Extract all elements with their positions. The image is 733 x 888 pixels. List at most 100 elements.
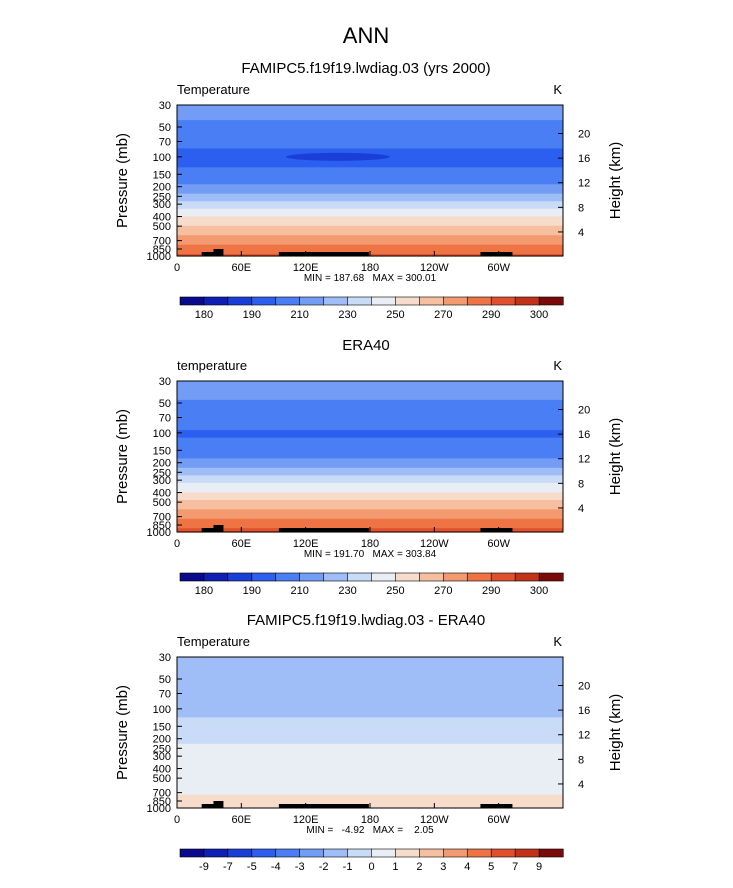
heatmap-band — [177, 481, 563, 484]
heatmap-band — [177, 125, 563, 129]
colorbar-swatch — [203, 296, 229, 306]
pressure-tick-label: 300 — [153, 475, 171, 487]
pressure-tick-label: 500 — [153, 497, 171, 509]
colorbar-swatch — [538, 848, 564, 858]
heatmap-band — [177, 409, 563, 412]
colorbar-swatch — [371, 296, 397, 306]
heatmap-band — [177, 140, 563, 144]
colorbar-swatch — [179, 848, 205, 858]
heatmap-band — [177, 658, 563, 662]
colorbar-swatch — [179, 296, 205, 306]
heatmap-band — [177, 670, 563, 673]
heatmap-band — [177, 509, 563, 512]
pressure-tick-label: 70 — [159, 136, 171, 148]
colorbar-swatch — [514, 572, 540, 582]
pressure-tick-label: 700 — [153, 788, 171, 800]
colorbar-swatch — [371, 572, 397, 582]
pressure-axis-title: Pressure (mb) — [114, 409, 131, 504]
heatmap-band — [177, 239, 563, 242]
heatmap-band — [177, 222, 563, 225]
heatmap-band — [177, 424, 563, 427]
units-label: K — [553, 82, 562, 97]
heatmap-band — [177, 390, 563, 393]
colorbar-swatch — [514, 296, 540, 306]
heatmap-band — [177, 694, 563, 698]
heatmap-band — [177, 443, 563, 446]
heatmap-band — [177, 700, 563, 703]
heatmap-band — [177, 106, 563, 110]
colorbar-label: 4 — [464, 861, 470, 873]
colorbar-swatch — [251, 296, 277, 306]
longitude-tick-label: 60E — [232, 814, 252, 826]
heatmap-band — [177, 726, 563, 730]
pressure-tick-label: 50 — [159, 674, 171, 686]
colorbar-swatch — [347, 296, 373, 306]
colorbar-label: 250 — [386, 585, 404, 597]
colorbar-label: -2 — [319, 861, 329, 873]
terrain-highland — [213, 249, 224, 256]
heatmap-band — [177, 121, 563, 125]
heatmap-band — [177, 723, 563, 726]
heatmap-band — [177, 386, 563, 390]
heatmap-band — [177, 433, 563, 437]
heatmap-band — [177, 781, 563, 785]
colorbar-swatch — [443, 296, 468, 306]
pressure-tick-label: 50 — [159, 398, 171, 410]
heatmap-band — [177, 779, 563, 783]
heatmap-band — [177, 246, 563, 250]
heatmap-band — [177, 494, 563, 497]
heatmap-band — [177, 401, 563, 405]
colorbar-label: 270 — [434, 309, 452, 321]
heatmap-band — [177, 477, 563, 480]
heatmap-band — [177, 732, 563, 735]
pressure-tick-label: 250 — [153, 467, 171, 479]
pressure-tick-label: 100 — [153, 704, 171, 716]
heatmap-band — [177, 193, 563, 197]
heatmap-band — [177, 503, 563, 507]
heatmap-band — [177, 422, 563, 426]
pressure-axis-title: Pressure (mb) — [114, 685, 131, 780]
heatmap-band — [177, 116, 563, 119]
chart-title: FAMIPC5.f19f19.lwdiag.03 - ERA40 — [247, 612, 485, 629]
longitude-tick-label: 60E — [232, 538, 252, 550]
heatmap-band — [177, 450, 563, 454]
height-axis-title: Height (km) — [607, 142, 624, 220]
longitude-tick-label: 120E — [293, 262, 319, 274]
min-max-stats: MIN = 191.70 MAX = 303.84 — [304, 549, 437, 560]
heatmap-band — [177, 411, 563, 414]
heatmap-band — [177, 428, 563, 431]
heatmap-band — [177, 743, 563, 747]
heatmap-band — [177, 384, 563, 388]
heatmap-band — [177, 133, 563, 136]
pressure-tick-label: 300 — [153, 199, 171, 211]
colorbar-swatch — [538, 296, 564, 306]
heatmap-band — [177, 399, 563, 403]
longitude-tick-label: 120W — [420, 814, 449, 826]
colorbar-swatch — [227, 848, 253, 858]
colorbar-label: -3 — [295, 861, 305, 873]
cold-spot — [285, 152, 390, 161]
heatmap-band — [177, 114, 563, 117]
heatmap-band — [177, 210, 563, 214]
heatmap-band — [177, 460, 563, 463]
colorbar-swatch — [347, 848, 373, 858]
longitude-tick-label: 60W — [487, 262, 510, 274]
heatmap-band — [177, 172, 563, 176]
heatmap-band — [177, 161, 563, 165]
heatmap-band — [177, 719, 563, 722]
heatmap-band — [177, 439, 563, 442]
colorbar-swatch — [466, 572, 492, 582]
heatmap-band — [177, 794, 563, 798]
pressure-tick-label: 700 — [153, 512, 171, 524]
heatmap-band — [177, 662, 563, 666]
heatmap-band — [177, 707, 563, 711]
colorbar-swatch — [466, 296, 492, 306]
heatmap-band — [177, 146, 563, 150]
heatmap-band — [177, 499, 563, 503]
colorbar-swatch — [275, 848, 301, 858]
pressure-tick-label: 30 — [159, 376, 171, 388]
heatmap-band — [177, 777, 563, 781]
colorbar-swatch — [227, 572, 253, 582]
heatmap-band — [177, 755, 563, 758]
heatmap-field — [177, 657, 563, 809]
